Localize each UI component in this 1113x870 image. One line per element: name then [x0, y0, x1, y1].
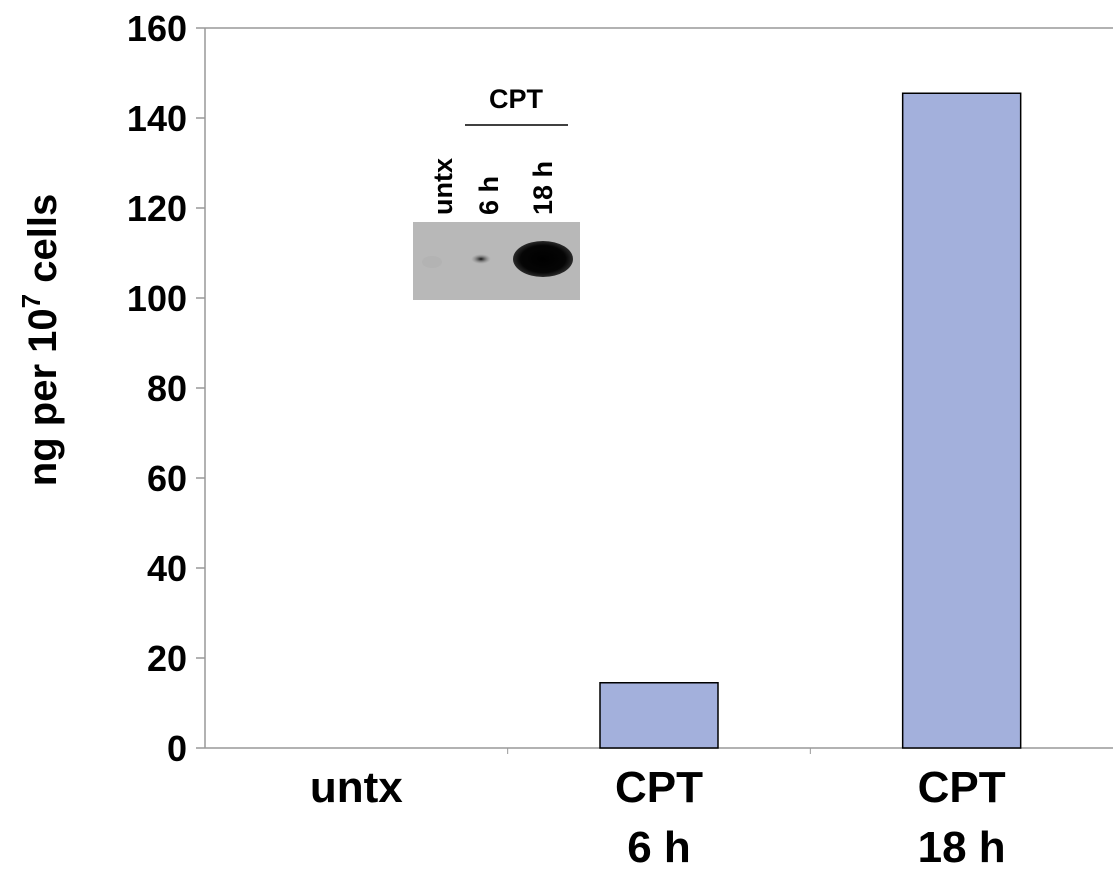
x-category-label: CPT: [918, 763, 1006, 812]
x-category-labels: untx CPT 6 h CPT 18 h: [310, 763, 1006, 870]
inset-lane-label-6h: 6 h: [474, 176, 504, 215]
y-tick-label: 140: [127, 98, 187, 139]
x-category-label: CPT: [615, 763, 703, 812]
inset-lane-label-18h: 18 h: [528, 161, 558, 215]
y-tick-label: 120: [127, 188, 187, 229]
x-category-label: untx: [310, 763, 403, 812]
y-tick-label: 0: [167, 728, 187, 769]
x-category-label: 6 h: [627, 823, 691, 870]
y-tick-label: 60: [147, 458, 187, 499]
x-ticks: [507, 748, 811, 754]
bar-2: [901, 92, 1022, 749]
y-tick-label: 40: [147, 548, 187, 589]
y-axis-title-superscript: 7: [16, 294, 46, 308]
y-tick-label: 160: [127, 8, 187, 49]
bar-1: [599, 682, 719, 749]
western-blot-inset: CPT untx 6 h 18 h: [413, 84, 580, 300]
y-tick-label: 80: [147, 368, 187, 409]
y-axis-title: ng per 107 cells: [16, 194, 65, 486]
y-tick-label: 20: [147, 638, 187, 679]
bars: [599, 92, 1022, 749]
blot-band-6h: [471, 254, 491, 264]
y-axis-title-main: ng per 10: [21, 308, 65, 486]
blot-band-untx: [422, 256, 442, 268]
inset-group-label: CPT: [489, 84, 544, 114]
y-tick-label: 100: [127, 278, 187, 319]
x-category-label: 18 h: [918, 823, 1006, 870]
blot-band-18h: [513, 241, 573, 277]
inset-lane-label-untx: untx: [428, 158, 458, 215]
y-axis-title-tail: cells: [21, 194, 65, 294]
y-ticks: 0 20 40 60 80 100 120 140 160: [127, 8, 205, 769]
